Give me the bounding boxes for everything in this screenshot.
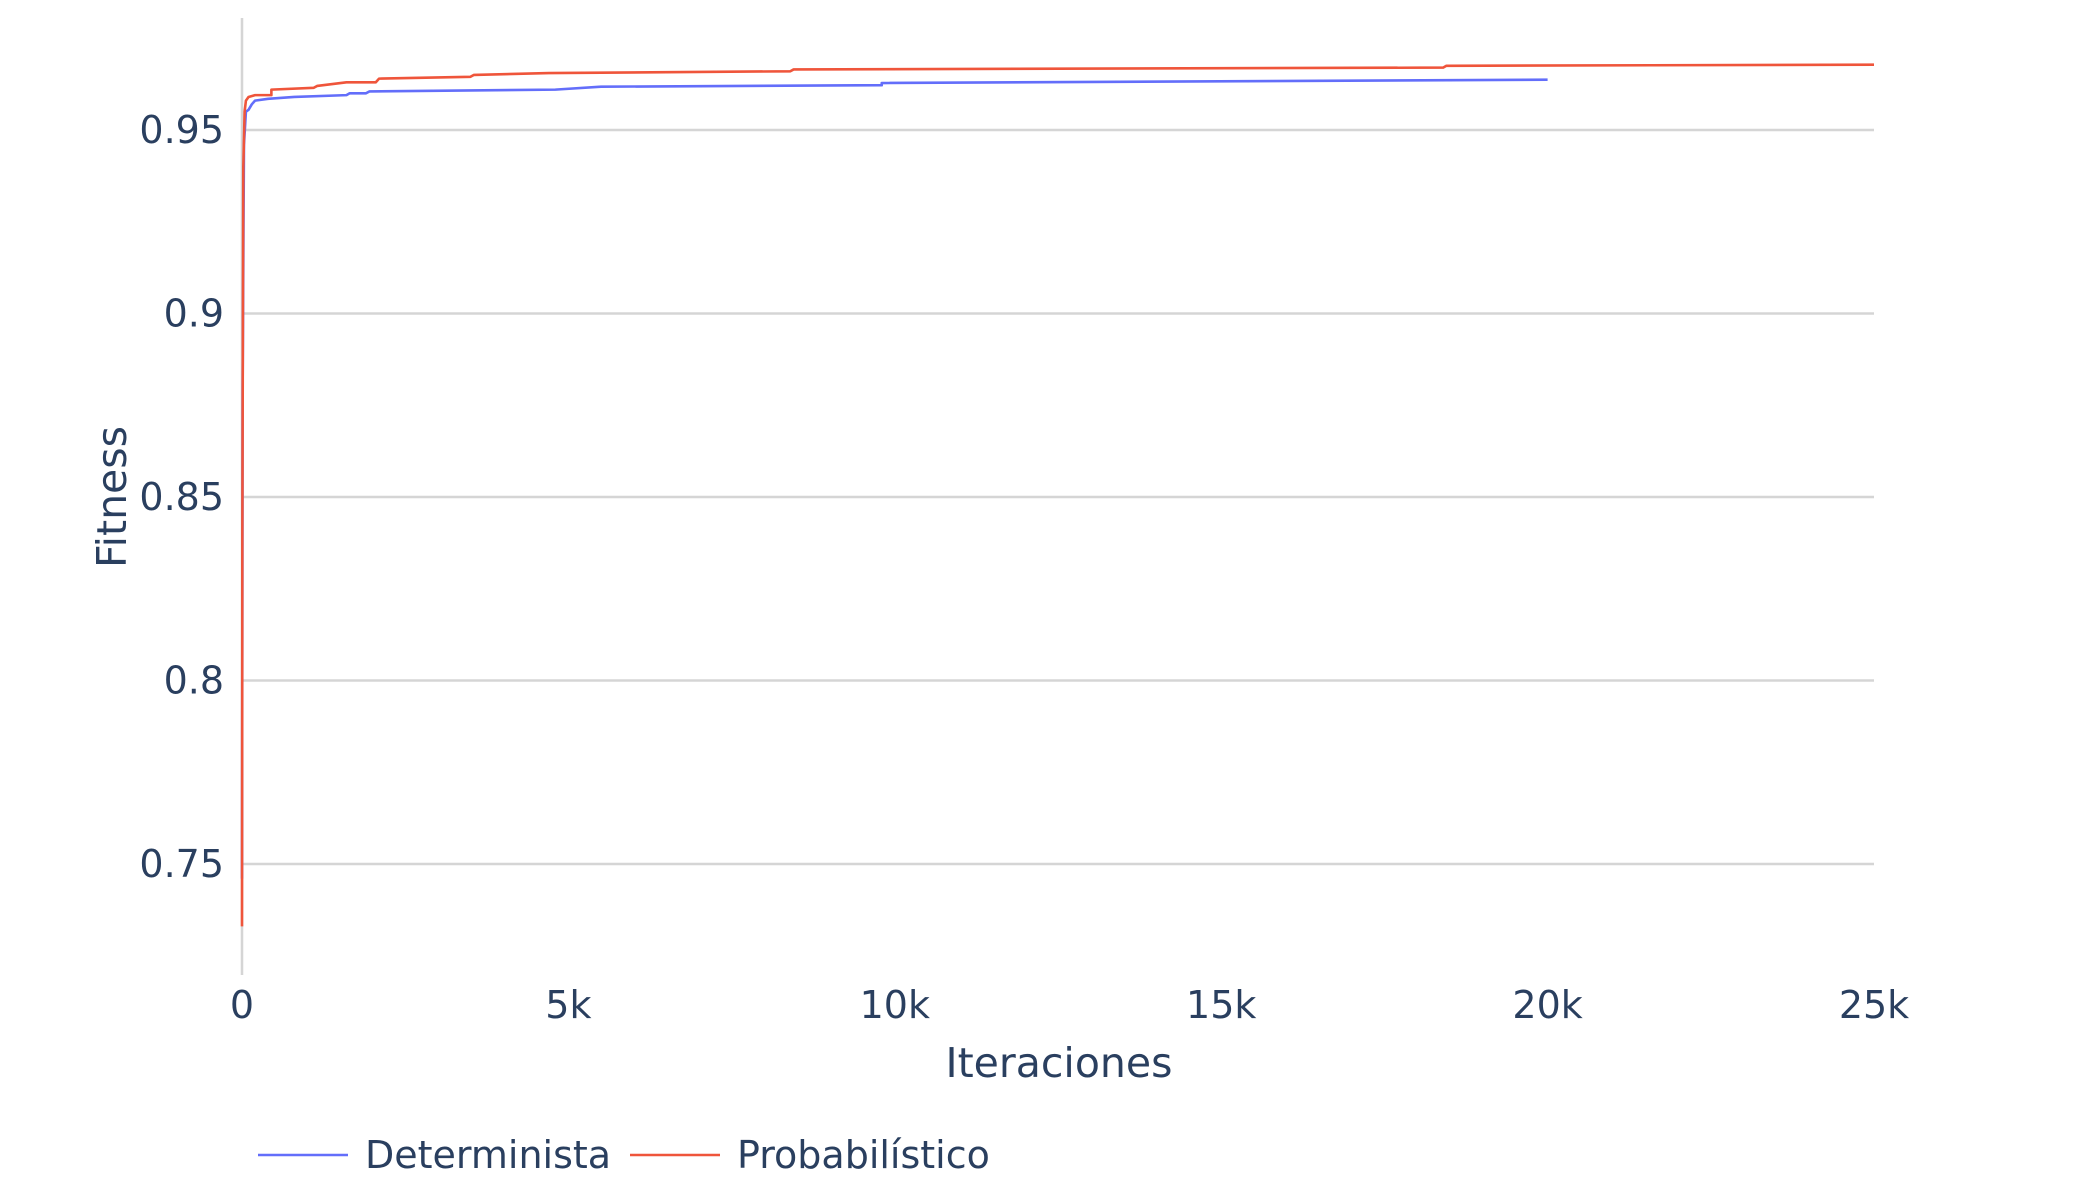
y-tick-labels: 0.75 0.8 0.85 0.9 0.95 bbox=[139, 108, 224, 886]
series-line-determinista bbox=[240, 78, 1548, 879]
x-tick-label: 25k bbox=[1839, 983, 1909, 1027]
y-tick-label: 0.75 bbox=[139, 842, 224, 886]
x-tick-label: 20k bbox=[1512, 983, 1582, 1027]
y-tick-label: 0.9 bbox=[164, 292, 224, 336]
x-axis-title: Iteraciones bbox=[946, 1039, 1173, 1087]
legend: Determinista Probabilístico bbox=[258, 1133, 990, 1177]
legend-label: Probabilístico bbox=[737, 1133, 990, 1177]
y-tick-label: 0.85 bbox=[139, 475, 224, 519]
series-lines bbox=[240, 63, 1875, 927]
y-axis-title: Fitness bbox=[88, 426, 136, 568]
y-tick-label: 0.95 bbox=[139, 108, 224, 152]
x-tick-labels: 0 5k 10k 15k 20k 25k bbox=[230, 983, 1909, 1027]
x-tick-label: 5k bbox=[545, 983, 591, 1027]
y-tick-label: 0.8 bbox=[164, 659, 224, 703]
gridlines bbox=[242, 128, 1874, 866]
x-tick-label: 15k bbox=[1186, 983, 1256, 1027]
series-line-probabil-stico bbox=[240, 63, 1875, 927]
legend-label: Determinista bbox=[365, 1133, 611, 1177]
x-tick-label: 10k bbox=[860, 983, 930, 1027]
x-tick-label: 0 bbox=[230, 983, 254, 1027]
